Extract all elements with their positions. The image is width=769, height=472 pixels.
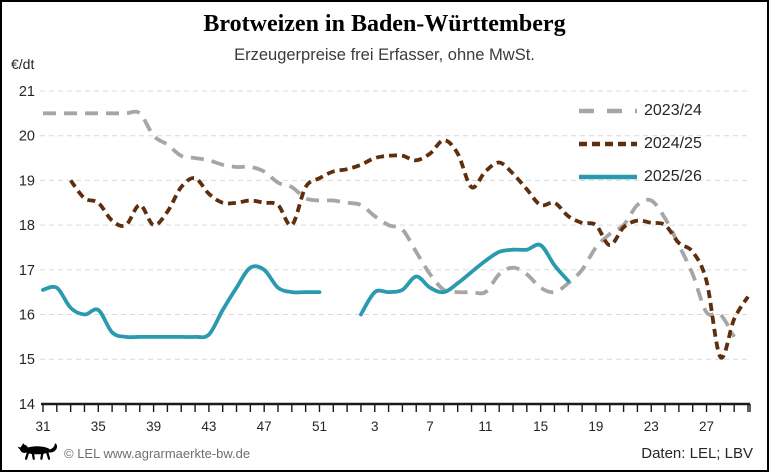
y-tick-label: 18 (19, 218, 35, 234)
legend-item-2023-24: 2023/24 (578, 94, 702, 127)
x-tick-label: 27 (699, 419, 714, 434)
y-tick-label: 16 (19, 308, 35, 324)
y-tick-label: 17 (19, 263, 35, 279)
y-tick-label: 15 (19, 352, 35, 368)
x-tick-label: 3 (371, 419, 379, 434)
x-tick-label: 7 (426, 419, 434, 434)
y-axis-unit-label: €/dt (11, 56, 35, 72)
legend-line-sample (579, 141, 637, 146)
y-tick-label: 14 (19, 397, 35, 413)
series-line-2025-26 (41, 242, 571, 340)
legend-line-sample (579, 174, 637, 179)
legend-item-2024-25: 2024/25 (578, 127, 702, 160)
page-subtitle: Erzeugerpreise frei Erfasser, ohne MwSt. (234, 46, 535, 64)
legend: 2023/24 2024/25 2025/26 (578, 94, 702, 193)
y-tick-label: 19 (19, 173, 35, 189)
series-line-2023-24 (43, 109, 736, 338)
page-title: Brotweizen in Baden-Württemberg (203, 11, 566, 37)
legend-item-label: 2025/26 (644, 167, 702, 185)
x-tick-label: 39 (146, 419, 161, 434)
y-tick-label: 20 (19, 129, 35, 145)
x-tick-label: 19 (588, 419, 603, 434)
x-tick-label: 11 (478, 419, 492, 434)
legend-item-label: 2024/25 (644, 134, 702, 152)
x-tick-label: 47 (257, 419, 272, 434)
legend-item-label: 2023/24 (644, 101, 702, 119)
data-source-text: Daten: LEL; LBV (641, 445, 753, 462)
x-tick-label: 23 (644, 419, 659, 434)
x-tick-label: 43 (201, 419, 216, 434)
bw-lion-logo (17, 443, 58, 460)
x-tick-label: 51 (312, 419, 327, 434)
copyright-text: © LEL www.agrarmaerkte-bw.de (64, 446, 251, 461)
legend-line-sample (579, 108, 637, 113)
legend-item-2025-26: 2025/26 (578, 160, 702, 193)
x-tick-label: 31 (35, 419, 50, 434)
series-line-2024-25 (69, 138, 750, 360)
x-tick-label: 15 (533, 419, 548, 434)
x-tick-label: 35 (91, 419, 106, 434)
y-tick-label: 21 (19, 84, 35, 100)
